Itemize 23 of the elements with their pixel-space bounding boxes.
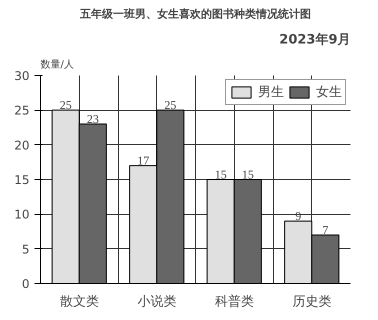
- legend-label: 男生: [258, 84, 284, 101]
- y-tick-label: 0: [22, 277, 30, 291]
- x-tick-label: 历史类: [292, 294, 332, 310]
- chart-subtitle: 2023年9月: [279, 32, 351, 48]
- x-tick-label: 科普类: [214, 294, 254, 310]
- data-label: 17: [137, 154, 150, 168]
- y-tick-label: 20: [14, 138, 30, 152]
- y-tick-label: 15: [14, 173, 30, 187]
- y-tick-label: 30: [14, 69, 30, 83]
- data-label: 23: [86, 112, 99, 126]
- x-tick-label: 散文类: [60, 294, 99, 310]
- chart-title: 五年级一班男、女生喜欢的图书种类情况统计图: [79, 8, 311, 20]
- legend-label: 女生: [316, 84, 342, 101]
- data-label: 25: [164, 98, 176, 112]
- y-tick-label: 5: [22, 242, 30, 256]
- y-tick-label: 10: [14, 208, 30, 222]
- data-label: 15: [242, 168, 254, 182]
- data-label: 7: [322, 222, 328, 237]
- data-label: 25: [60, 98, 72, 112]
- data-label: 15: [214, 168, 227, 182]
- x-tick-label: 小说类: [137, 294, 176, 310]
- y-tick-label: 25: [14, 104, 30, 118]
- y-axis-title: 数量/人: [40, 60, 74, 70]
